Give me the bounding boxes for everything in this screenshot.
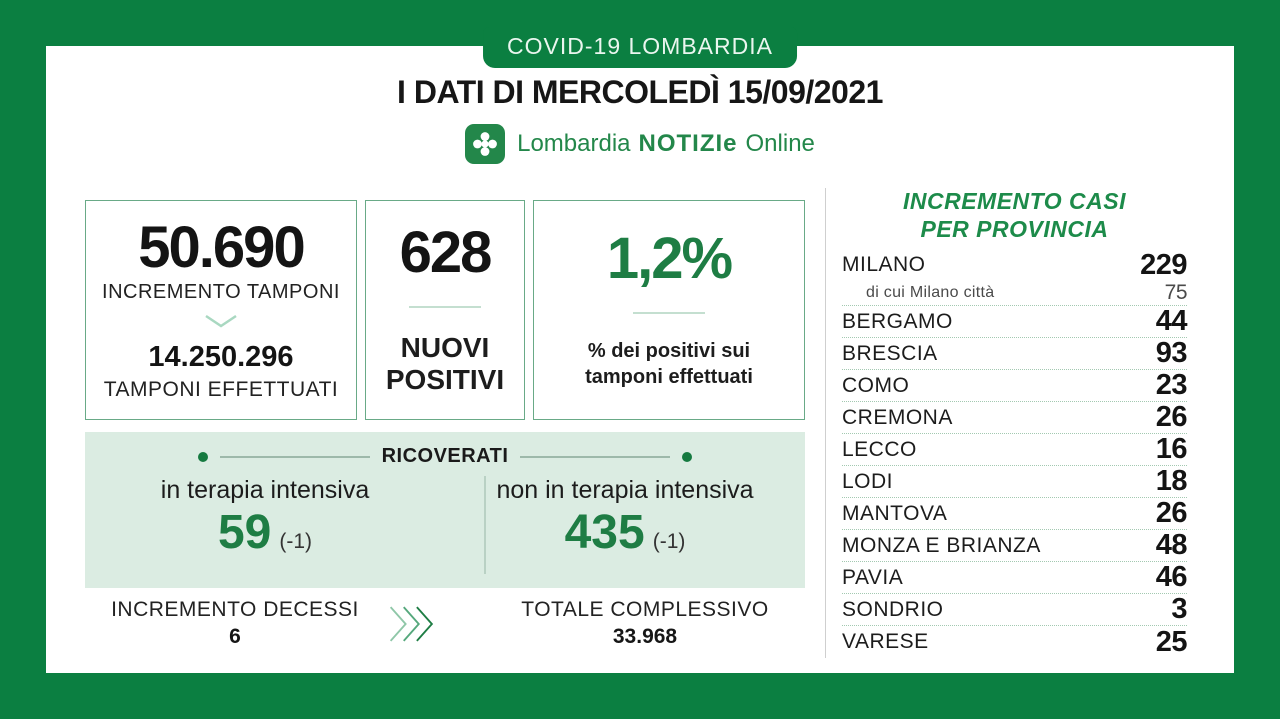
province-name: PAVIA [842, 565, 904, 589]
province-row: BERGAMO 44 [842, 305, 1188, 339]
province-panel: INCREMENTO CASI PER PROVINCIA MILANO 229 d… [825, 188, 1188, 658]
province-name: di cui Milano città [866, 284, 995, 302]
non-intensive-care-delta: (-1) [652, 530, 686, 553]
intensive-care-block: in terapia intensiva 59 (-1) [85, 476, 445, 557]
province-name: MONZA E BRIANZA [842, 533, 1041, 557]
dot-icon [682, 451, 693, 462]
province-name: MANTOVA [842, 501, 948, 525]
province-value: 26 [1155, 401, 1188, 434]
province-name: MILANO [842, 253, 926, 277]
ricoverati-section: RICOVERATI in terapia intensiva 59 (-1) … [85, 432, 805, 588]
lombardia-rose-icon [465, 124, 506, 164]
non-intensive-care-value: 435 [564, 506, 645, 559]
province-value: 75 [1164, 281, 1188, 305]
positivity-value: 1,2% [606, 226, 733, 291]
non-intensive-care-block: non in terapia intensiva 435 (-1) [445, 476, 805, 557]
province-row: MANTOVA 26 [842, 497, 1188, 531]
header-line [520, 455, 671, 458]
summary-row: INCREMENTO DECESSI 6 TOTALE COMPLESSIVO … [85, 598, 805, 649]
province-list: MILANO 229 di cui Milano città 75 BERGAMO 44 B… [842, 249, 1188, 658]
province-row: SONDRIO 3 [842, 593, 1187, 627]
province-value: 16 [1155, 433, 1188, 466]
province-row: MILANO 229 [842, 249, 1187, 281]
province-row: LODI 18 [842, 465, 1188, 499]
province-name: SONDRIO [842, 597, 944, 621]
page-title: I DATI DI MERCOLEDÌ 15/09/2021 [397, 74, 883, 110]
tamponi-box: 50.690 INCREMENTO TAMPONI 14.250.296 TAM… [85, 200, 357, 420]
province-row: MONZA E BRIANZA 48 [842, 529, 1188, 563]
tamponi-total-label: TAMPONI EFFETTUATI [103, 377, 339, 401]
tamponi-total-value: 14.250.296 [148, 340, 294, 373]
logo-text: Lombardia NOTIZIe Online [517, 130, 815, 158]
ricoverati-header: RICOVERATI [85, 432, 805, 468]
province-name: BERGAMO [842, 309, 953, 333]
province-value: 48 [1155, 529, 1188, 562]
lombardia-notizie-logo: Lombardia NOTIZIe Online [46, 124, 1234, 164]
non-intensive-care-label: non in terapia intensiva [496, 476, 754, 504]
nuovi-positivi-box: 628 NUOVI POSITIVI [365, 200, 525, 420]
totale-block: TOTALE COMPLESSIVO 33.968 [485, 598, 805, 649]
intensive-care-delta: (-1) [279, 530, 313, 553]
totale-value: 33.968 [612, 625, 678, 648]
province-value: 26 [1155, 497, 1188, 530]
province-row: VARESE 25 [842, 625, 1188, 658]
province-name: VARESE [842, 630, 929, 654]
nuovi-positivi-value: 628 [399, 219, 493, 285]
province-value: 44 [1155, 305, 1188, 338]
province-value: 46 [1155, 561, 1188, 594]
province-value: 23 [1155, 369, 1188, 402]
province-row: COMO 23 [842, 369, 1188, 403]
province-row: LECCO 16 [842, 433, 1188, 467]
tamponi-increment-value: 50.690 [138, 214, 305, 280]
province-name: CREMONA [842, 405, 953, 429]
logo-suffix: Online [745, 130, 815, 157]
divider-line [409, 305, 481, 308]
province-value: 25 [1155, 625, 1188, 658]
positivity-box: 1,2% % dei positivi sui tamponi effettua… [533, 200, 805, 420]
totale-label: TOTALE COMPLESSIVO [521, 598, 769, 621]
province-value: 229 [1140, 248, 1187, 281]
province-row: di cui Milano città 75 [842, 281, 1188, 307]
province-title-line1: INCREMENTO CASI [902, 188, 1127, 214]
chevron-down-icon [204, 314, 238, 333]
province-row: BRESCIA 93 [842, 337, 1188, 371]
tamponi-increment-label: INCREMENTO TAMPONI [102, 280, 340, 303]
province-row: CREMONA 26 [842, 401, 1188, 435]
logo-region: Lombardia [517, 130, 631, 157]
ricoverati-title: RICOVERATI [381, 445, 509, 467]
stat-boxes: 50.690 INCREMENTO TAMPONI 14.250.296 TAM… [85, 200, 805, 420]
content-area: I DATI DI MERCOLEDÌ 15/09/2021 Lombardia… [46, 46, 1234, 673]
province-name: LODI [842, 469, 894, 493]
divider-line [633, 312, 705, 314]
intensive-care-label: in terapia intensiva [160, 476, 370, 504]
decessi-block: INCREMENTO DECESSI 6 [85, 598, 385, 649]
dot-icon [197, 451, 208, 462]
intensive-care-value: 59 [217, 506, 272, 559]
header-line [219, 455, 370, 458]
positivity-label: % dei positivi sui tamponi effettuati [585, 340, 753, 388]
province-value: 3 [1171, 593, 1187, 626]
province-name: COMO [842, 373, 910, 397]
logo-brand: NOTIZIe [638, 130, 738, 157]
province-name: BRESCIA [842, 341, 938, 365]
covid-banner: COVID-19 LOMBARDIA [483, 27, 797, 68]
province-title-line2: PER PROVINCIA [920, 215, 1109, 242]
province-name: LECCO [842, 437, 917, 461]
decessi-label: INCREMENTO DECESSI [111, 598, 359, 621]
decessi-value: 6 [229, 625, 241, 648]
province-panel-title: INCREMENTO CASI PER PROVINCIA [842, 188, 1187, 243]
province-value: 18 [1155, 465, 1188, 498]
province-row: PAVIA 46 [842, 561, 1188, 595]
triple-chevron-icon [385, 602, 445, 646]
nuovi-positivi-label: NUOVI POSITIVI [385, 331, 505, 395]
province-value: 93 [1155, 337, 1188, 370]
vertical-divider [484, 476, 486, 574]
